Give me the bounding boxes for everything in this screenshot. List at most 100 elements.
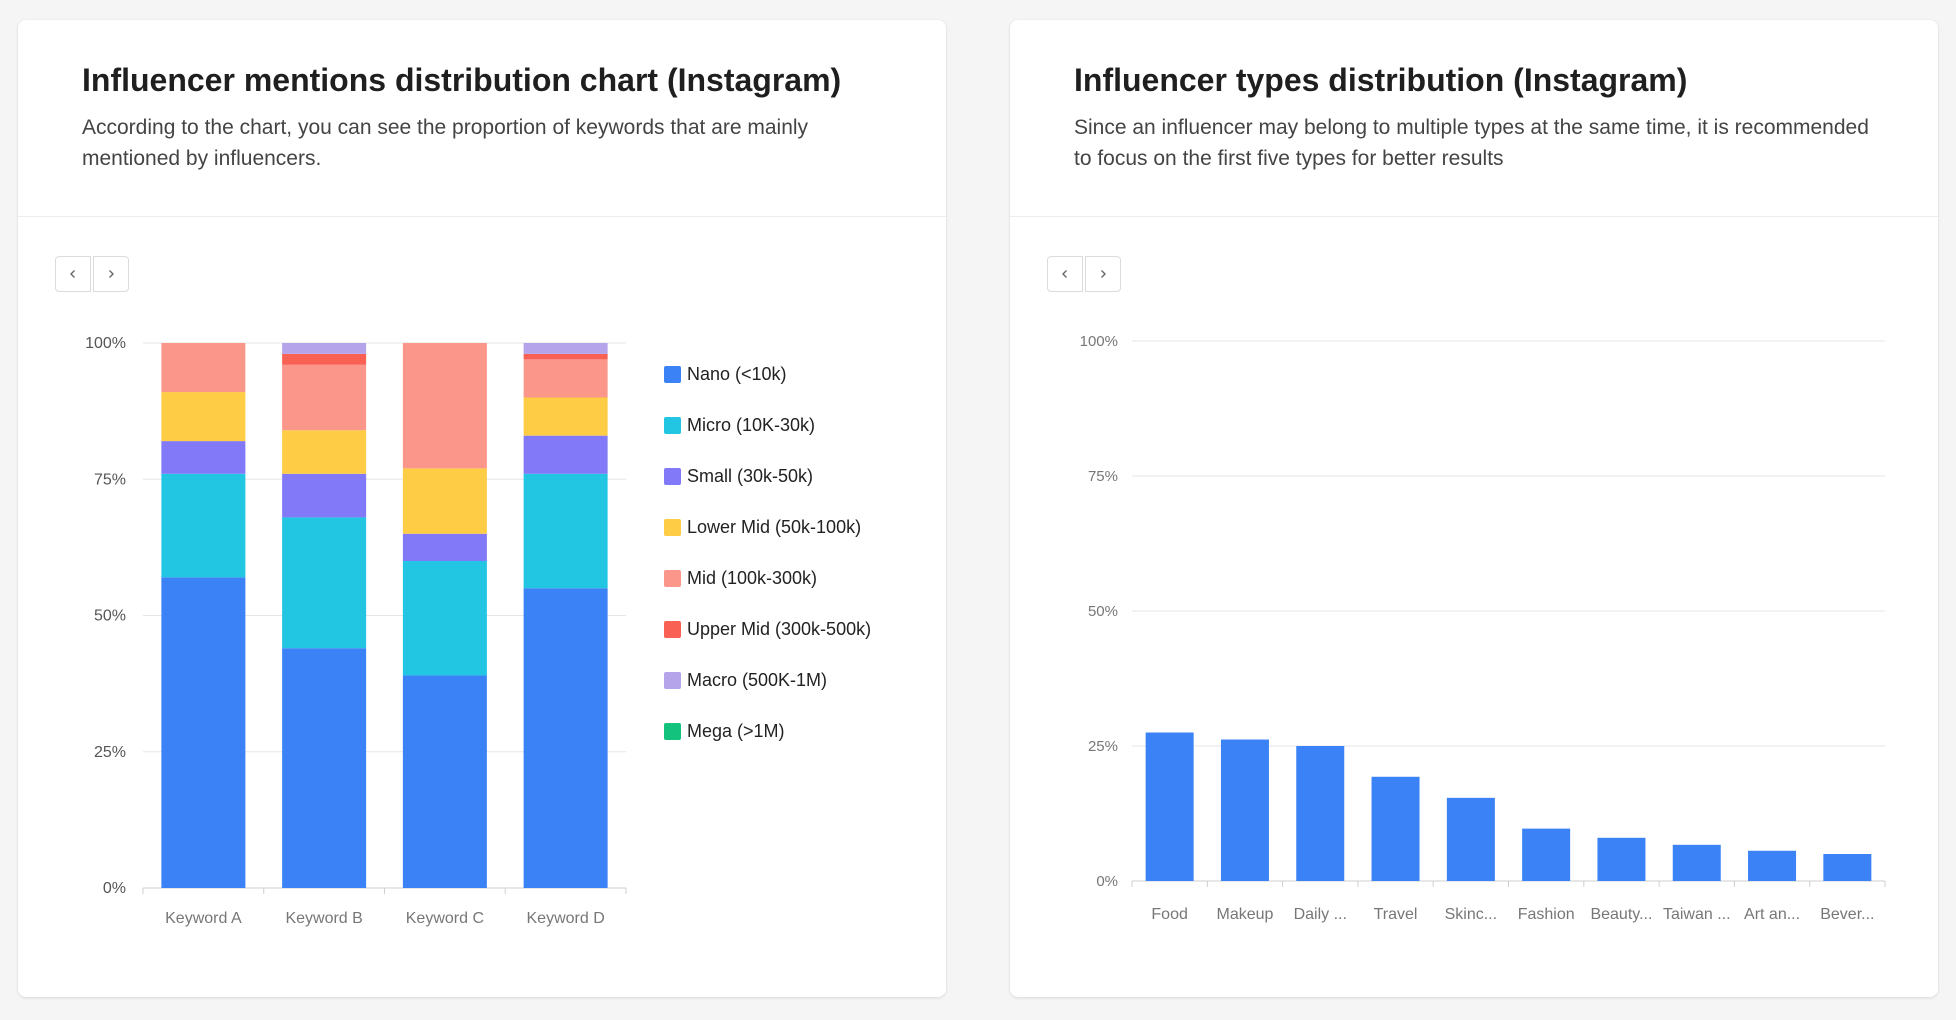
bar [1597, 837, 1646, 881]
bar-segment [523, 435, 608, 474]
chevron-left-icon [1062, 270, 1067, 278]
legend-swatch [664, 672, 681, 689]
legend-label: Mid (100k-300k) [687, 568, 818, 588]
bar-segment [523, 397, 608, 436]
x-tick-label: Bever... [1820, 906, 1874, 923]
bar-segment [523, 359, 608, 398]
x-tick-label: Daily ... [1294, 906, 1347, 923]
bar-segment [282, 648, 367, 888]
chart-pager [1047, 256, 1121, 292]
bar [1522, 828, 1571, 881]
next-page-button[interactable] [1085, 256, 1121, 292]
bar-segment [161, 473, 246, 578]
legend-item[interactable]: Upper Mid (300k-500k) [664, 604, 871, 655]
bar-segment [161, 392, 246, 442]
x-tick-label: Food [1151, 906, 1187, 923]
legend-label: Macro (500K-1M) [687, 670, 828, 690]
stacked-bar-chart: 0% 25% 50% 75% 100% Keyword A Keyword B Keyword… [85, 335, 627, 927]
bar-segment [282, 473, 367, 518]
y-tick-label: 25% [1088, 738, 1118, 755]
legend-swatch [664, 468, 681, 485]
bar-segment [402, 533, 487, 561]
y-tick-label: 75% [94, 471, 126, 488]
x-tick-label: Makeup [1216, 906, 1273, 923]
bar-segment [282, 343, 367, 354]
legend-item[interactable]: Mid (100k-300k) [664, 553, 871, 604]
legend-label: Mega (>1M) [687, 721, 785, 741]
bar-segment [402, 468, 487, 534]
legend-label: Lower Mid (50k-100k) [687, 517, 862, 537]
chevron-right-icon [1101, 270, 1106, 278]
legend-label: Nano (<10k) [687, 364, 787, 384]
card-header: Influencer types distribution (Instagram… [1010, 20, 1938, 217]
chevron-left-icon [70, 270, 75, 278]
bar-segment [402, 343, 487, 469]
x-tick-label: Taiwan ... [1663, 906, 1731, 923]
chevron-right-icon [109, 270, 114, 278]
x-tick-label: Skinc... [1445, 906, 1497, 923]
legend-item[interactable]: Small (30k-50k) [664, 451, 871, 502]
card-description: Since an influencer may belong to multip… [1074, 116, 1869, 170]
legend-item[interactable]: Micro (10K-30k) [664, 400, 871, 451]
y-tick-label: 100% [85, 335, 126, 352]
x-tick-label: Art an... [1744, 906, 1800, 923]
legend-swatch [664, 519, 681, 536]
card-description: According to the chart, you can see the … [82, 116, 809, 170]
y-tick-label: 0% [1096, 873, 1118, 890]
bar [1672, 844, 1721, 881]
bar-chart: 0% 25% 50% 75% 100% Food Makeup Daily ... Travel… [1080, 333, 1886, 923]
x-tick-label: Travel [1374, 906, 1418, 923]
bar-segment [523, 353, 608, 360]
bar [1446, 797, 1495, 881]
chart-pager [55, 256, 129, 292]
legend-swatch [664, 417, 681, 434]
legend-label: Upper Mid (300k-500k) [687, 619, 872, 639]
bar-segment [161, 343, 246, 393]
bar-segment [282, 430, 367, 474]
bar [1220, 739, 1269, 881]
legend-swatch [664, 723, 681, 740]
mentions-distribution-card: Influencer mentions distribution chart (… [18, 20, 946, 997]
legend-item[interactable]: Macro (500K-1M) [664, 655, 871, 706]
legend-label: Micro (10K-30k) [687, 415, 816, 435]
bar [1748, 850, 1797, 881]
y-tick-label: 75% [1088, 468, 1118, 485]
bar-segment [161, 441, 246, 474]
legend-item[interactable]: Lower Mid (50k-100k) [664, 502, 871, 553]
y-tick-label: 25% [94, 744, 126, 761]
x-tick-label: Keyword A [165, 910, 242, 927]
bar-segment [523, 343, 608, 354]
prev-page-button[interactable] [1047, 256, 1083, 292]
types-distribution-card: Influencer types distribution (Instagram… [1010, 20, 1938, 997]
legend-item[interactable]: Mega (>1M) [664, 706, 871, 757]
y-tick-label: 50% [94, 608, 126, 625]
bar [1296, 746, 1345, 881]
legend-label: Small (30k-50k) [687, 466, 814, 486]
x-tick-label: Fashion [1518, 906, 1575, 923]
legend-swatch [664, 621, 681, 638]
next-page-button[interactable] [93, 256, 129, 292]
bar-segment [402, 675, 487, 888]
x-tick-label: Beauty... [1590, 906, 1652, 923]
y-tick-label: 100% [1080, 333, 1118, 350]
x-tick-label: Keyword B [285, 910, 362, 927]
legend-swatch [664, 570, 681, 587]
bar-segment [282, 364, 367, 431]
legend-swatch [664, 366, 681, 383]
bar-segment [402, 561, 487, 676]
chart-legend: Nano (<10k) Micro (10K-30k) Small (30k-50k… [664, 349, 871, 757]
bar-segment [523, 588, 608, 888]
bar-segment [161, 577, 246, 888]
card-title: Influencer types distribution (Instagram… [1074, 62, 1688, 98]
bar [1145, 732, 1194, 881]
prev-page-button[interactable] [55, 256, 91, 292]
card-title: Influencer mentions distribution chart (… [82, 62, 842, 98]
x-tick-label: Keyword D [527, 910, 605, 927]
y-tick-label: 50% [1088, 603, 1118, 620]
bar [1823, 854, 1872, 881]
y-tick-label: 0% [103, 880, 126, 897]
legend-item[interactable]: Nano (<10k) [664, 349, 871, 400]
bar-segment [523, 473, 608, 589]
card-header: Influencer mentions distribution chart (… [18, 20, 946, 217]
bar [1371, 776, 1420, 881]
